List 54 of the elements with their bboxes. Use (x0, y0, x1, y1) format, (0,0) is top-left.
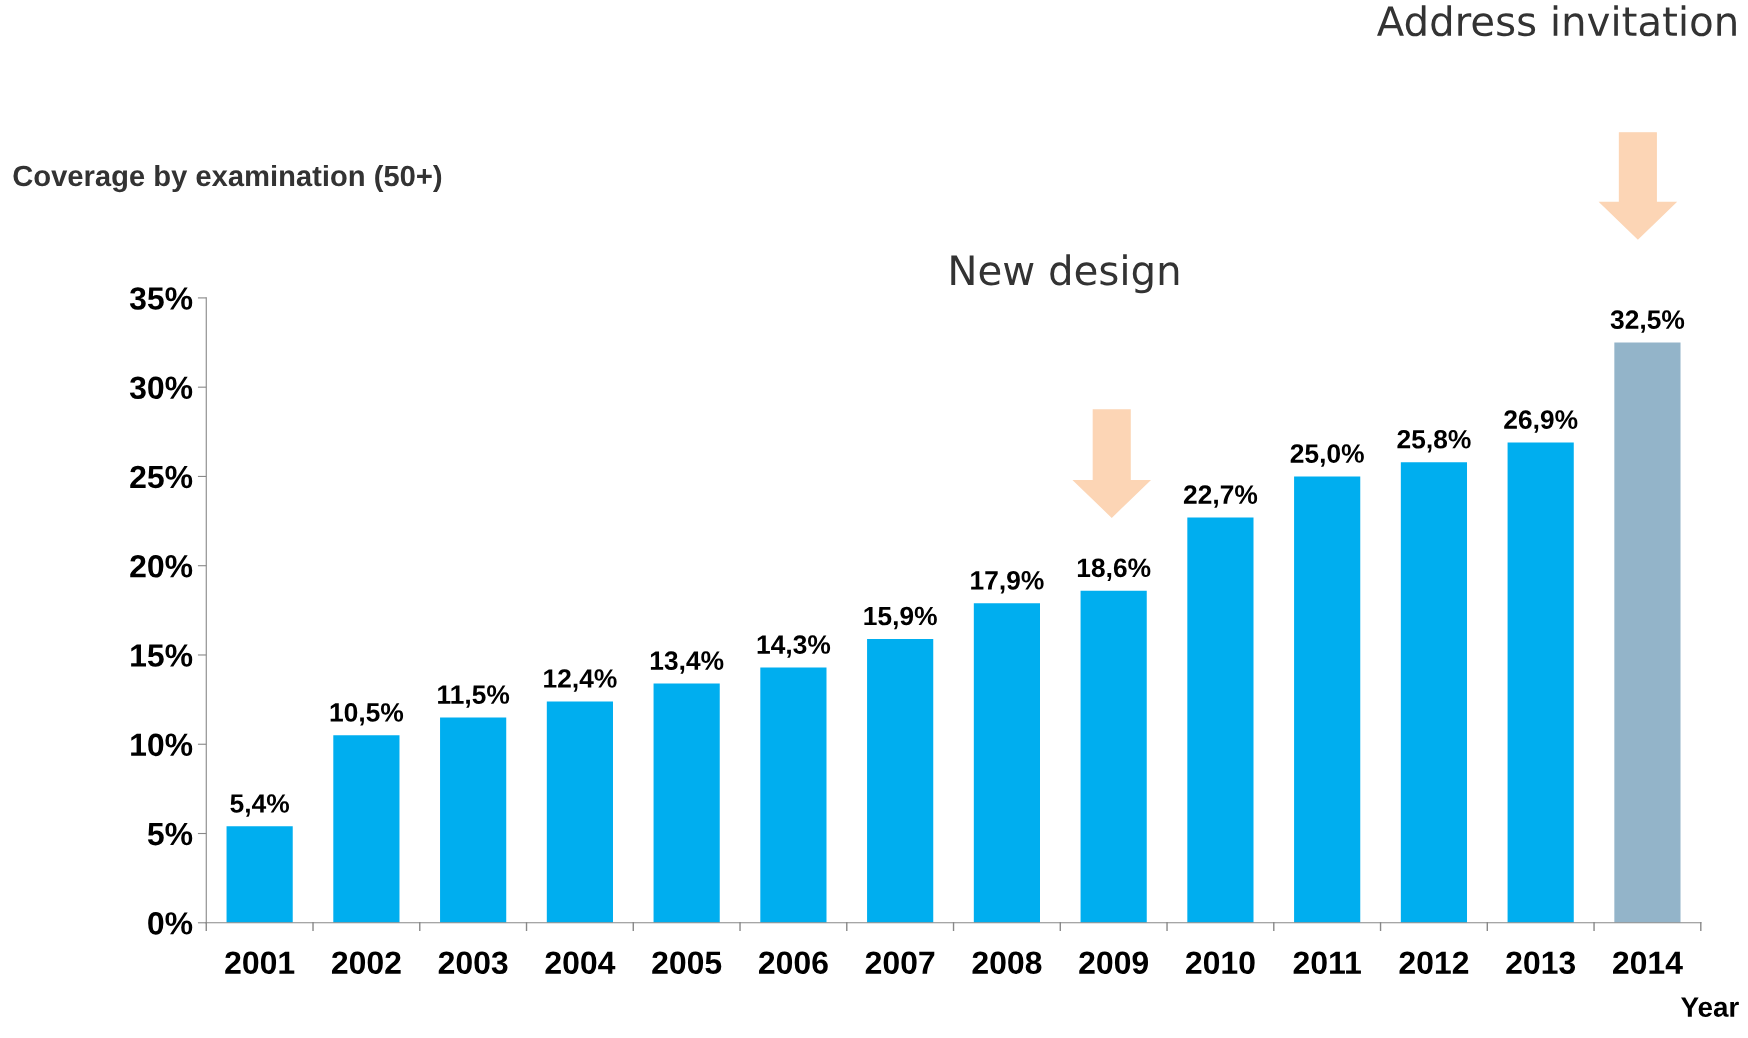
data-label: 32,5% (1610, 310, 1685, 333)
bar (653, 683, 720, 923)
x-tick-label: 2007 (865, 951, 935, 975)
data-label: 15,9% (864, 606, 937, 630)
data-label: 5,4% (230, 794, 290, 817)
data-label: 13,4% (650, 651, 724, 674)
y-tick-label: 10% (131, 733, 193, 757)
bar (1400, 462, 1468, 923)
y-tick-label: 20% (130, 554, 193, 578)
bar (440, 717, 507, 923)
data-label: 22,7% (1183, 485, 1258, 508)
bar (1614, 342, 1681, 923)
x-tick-label: 2005 (652, 951, 722, 975)
data-label: 12,4% (544, 669, 617, 692)
x-tick-label: 2008 (972, 951, 1042, 975)
bar (1187, 517, 1254, 923)
x-tick-label: 2011 (1293, 951, 1361, 975)
x-tick-label: 2013 (1506, 951, 1576, 975)
x-tick-label: 2009 (1079, 951, 1149, 975)
bar (867, 638, 934, 923)
y-tick-label: 5% (147, 822, 193, 846)
x-tick-label: 2003 (438, 951, 508, 975)
bar (1080, 590, 1147, 923)
bar (226, 826, 293, 923)
x-tick-label: 2010 (1186, 951, 1255, 975)
x-axis-title: Year (1681, 997, 1739, 1017)
x-tick-label: 2014 (1613, 951, 1683, 975)
y-tick-label: 0% (148, 912, 193, 935)
bar (333, 735, 400, 923)
data-label: 25,0% (1290, 444, 1364, 467)
data-label: 14,3% (757, 635, 831, 658)
y-axis-title: Coverage by examination (50+) (13, 164, 442, 193)
y-tick-label: 15% (131, 644, 193, 667)
text: Address invitation (1377, 5, 1736, 37)
data-label: 17,9% (971, 570, 1044, 594)
x-tick-label: 2006 (758, 951, 828, 975)
y-tick-label: 35% (129, 287, 193, 310)
data-label: 11,5% (438, 685, 510, 708)
bar (760, 667, 827, 923)
x-tick-label: 2004 (545, 951, 616, 975)
bar (1507, 442, 1574, 923)
data-label: 26,9% (1504, 410, 1578, 433)
text: New design (951, 254, 1179, 294)
data-label: 25,8% (1397, 429, 1471, 453)
bar (546, 701, 613, 923)
y-tick-label: 25% (130, 465, 193, 489)
x-tick-label: 2012 (1399, 951, 1469, 975)
bar (973, 603, 1040, 923)
x-tick-label: 2001 (225, 951, 295, 975)
x-tick-label: 2002 (331, 951, 401, 975)
y-tick-label: 30% (129, 376, 193, 400)
bar (1294, 476, 1361, 923)
data-label: 18,6% (1077, 558, 1151, 581)
data-label: 10,5% (330, 703, 404, 726)
